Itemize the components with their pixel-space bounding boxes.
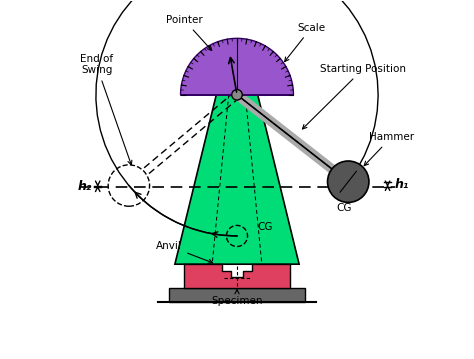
Text: End of
Swing: End of Swing xyxy=(80,54,132,165)
Circle shape xyxy=(328,161,369,202)
Text: CG: CG xyxy=(258,222,273,232)
Text: Pointer: Pointer xyxy=(166,15,212,50)
Text: Starting Position: Starting Position xyxy=(302,64,406,129)
Text: Scale: Scale xyxy=(285,23,325,61)
Circle shape xyxy=(232,89,242,100)
Text: Specimen: Specimen xyxy=(211,290,263,307)
Polygon shape xyxy=(184,264,290,288)
Bar xyxy=(169,288,305,302)
Text: Hammer: Hammer xyxy=(364,132,414,165)
Polygon shape xyxy=(175,95,299,264)
Text: h₁: h₁ xyxy=(395,178,410,191)
Text: CG: CG xyxy=(337,203,352,213)
Text: Anvil: Anvil xyxy=(156,241,212,263)
Text: h₂: h₂ xyxy=(78,180,92,193)
Polygon shape xyxy=(181,38,293,95)
